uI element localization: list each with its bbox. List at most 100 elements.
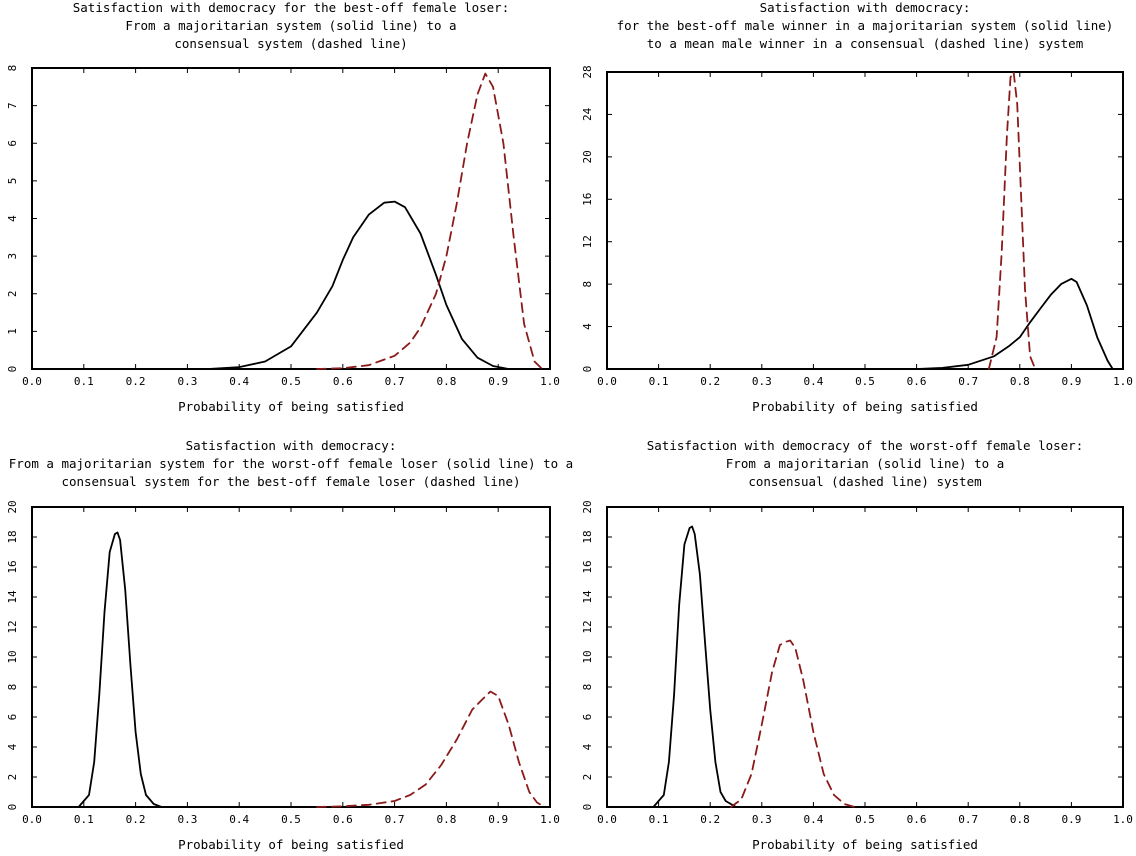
x-tick-label: 0.7 [385, 375, 405, 388]
x-tick-label: 1.0 [1113, 375, 1133, 388]
y-tick-label: 7 [6, 102, 19, 109]
chart-title-line: Satisfaction with democracy: [186, 438, 397, 453]
y-tick-label: 16 [581, 560, 594, 573]
y-tick-label: 4 [581, 323, 594, 330]
x-tick-label: 0.2 [126, 813, 146, 826]
y-tick-label: 16 [6, 560, 19, 573]
x-axis-label: Probability of being satisfied [178, 399, 404, 414]
y-tick-label: 2 [6, 774, 19, 781]
x-tick-label: 0.1 [74, 375, 94, 388]
y-tick-label: 8 [581, 684, 594, 691]
x-tick-label: 0.8 [436, 375, 456, 388]
y-tick-label: 0 [6, 804, 19, 811]
y-tick-label: 16 [581, 193, 594, 206]
x-tick-label: 0.2 [126, 375, 146, 388]
density-line-solid [207, 200, 510, 370]
density-line-solid [915, 277, 1114, 370]
chart-title-line: consensual system for the best-off femal… [61, 474, 520, 489]
y-tick-label: 6 [6, 714, 19, 721]
x-tick-label: 0.5 [855, 375, 875, 388]
density-line-solid [77, 531, 163, 808]
x-tick-label: 0.5 [281, 375, 301, 388]
x-tick-label: 0.3 [752, 813, 772, 826]
y-tick-label: 1 [6, 328, 19, 335]
y-tick-label: 12 [581, 235, 594, 248]
x-tick-label: 0.5 [855, 813, 875, 826]
y-tick-label: 2 [6, 290, 19, 297]
y-tick-label: 24 [581, 107, 594, 121]
x-tick-label: 1.0 [540, 375, 560, 388]
x-tick-label: 0.2 [700, 375, 720, 388]
x-tick-label: 0.4 [803, 375, 823, 388]
y-tick-label: 3 [6, 253, 19, 260]
x-tick-label: 0.7 [385, 813, 405, 826]
chart-panel-4: Satisfaction with democracy of the worst… [581, 438, 1133, 852]
y-tick-label: 0 [581, 366, 594, 373]
x-tick-label: 0.8 [1010, 813, 1030, 826]
x-tick-label: 0.3 [177, 813, 197, 826]
x-tick-label: 0.0 [22, 375, 42, 388]
y-tick-label: 14 [6, 590, 19, 604]
x-tick-label: 0.2 [700, 813, 720, 826]
x-tick-label: 1.0 [1113, 813, 1133, 826]
x-tick-label: 0.7 [958, 813, 978, 826]
x-tick-label: 0.9 [488, 375, 508, 388]
y-tick-label: 20 [6, 500, 19, 513]
x-tick-label: 0.9 [1061, 375, 1081, 388]
x-tick-label: 0.3 [752, 375, 772, 388]
x-tick-label: 0.0 [597, 375, 617, 388]
chart-title-line: for the best-off male winner in a majori… [617, 18, 1114, 33]
y-tick-label: 20 [581, 150, 594, 163]
chart-panel-3: Satisfaction with democracy: From a major… [6, 438, 573, 852]
chart-title-line: Satisfaction with democracy of the worst… [647, 438, 1084, 453]
x-tick-label: 0.1 [649, 813, 669, 826]
y-tick-label: 8 [6, 684, 19, 691]
x-tick-label: 0.1 [74, 813, 94, 826]
y-tick-label: 8 [581, 281, 594, 288]
y-tick-label: 12 [6, 620, 19, 633]
y-tick-label: 10 [581, 650, 594, 663]
x-tick-label: 0.0 [22, 813, 42, 826]
y-tick-label: 14 [581, 590, 594, 604]
x-tick-label: 0.8 [1010, 375, 1030, 388]
x-tick-label: 0.9 [1061, 813, 1081, 826]
x-tick-label: 0.6 [907, 375, 927, 388]
x-tick-label: 0.5 [281, 813, 301, 826]
chart-title-line: consensual (dashed line) system [748, 474, 981, 489]
y-tick-label: 18 [6, 530, 19, 543]
y-tick-label: 18 [581, 530, 594, 543]
x-tick-label: 0.7 [958, 375, 978, 388]
y-tick-label: 12 [581, 620, 594, 633]
x-axis-label: Probability of being satisfied [178, 837, 404, 852]
chart-panel-1: Satisfaction with democracy for the best… [6, 0, 560, 414]
x-tick-label: 0.4 [229, 375, 249, 388]
x-tick-label: 0.8 [436, 813, 456, 826]
x-tick-label: 1.0 [540, 813, 560, 826]
y-tick-label: 4 [6, 215, 19, 222]
y-tick-label: 4 [581, 743, 594, 750]
density-line-solid [652, 525, 737, 808]
x-tick-label: 0.6 [333, 375, 353, 388]
chart-title-line: From a majoritarian system (solid line) … [125, 18, 456, 33]
x-tick-label: 0.0 [597, 813, 617, 826]
y-tick-label: 28 [581, 65, 594, 78]
density-line-dashed [315, 690, 546, 808]
y-tick-label: 5 [6, 178, 19, 185]
x-tick-label: 0.4 [803, 813, 823, 826]
x-axis-label: Probability of being satisfied [752, 837, 978, 852]
x-tick-label: 0.6 [907, 813, 927, 826]
y-tick-label: 2 [581, 774, 594, 781]
chart-title-line: consensual system (dashed line) [174, 36, 407, 51]
x-tick-label: 0.9 [488, 813, 508, 826]
chart-title-line: From a majoritarian (solid line) to a [726, 456, 1004, 471]
y-tick-label: 0 [581, 804, 594, 811]
x-tick-label: 0.4 [229, 813, 249, 826]
chart-title-line: Satisfaction with democracy for the best… [73, 0, 510, 15]
x-tick-label: 0.6 [333, 813, 353, 826]
y-tick-label: 20 [581, 500, 594, 513]
density-line-dashed [315, 72, 544, 370]
y-tick-label: 6 [6, 140, 19, 147]
x-tick-label: 0.1 [649, 375, 669, 388]
chart-title-line: to a mean male winner in a consensual (d… [647, 36, 1084, 51]
